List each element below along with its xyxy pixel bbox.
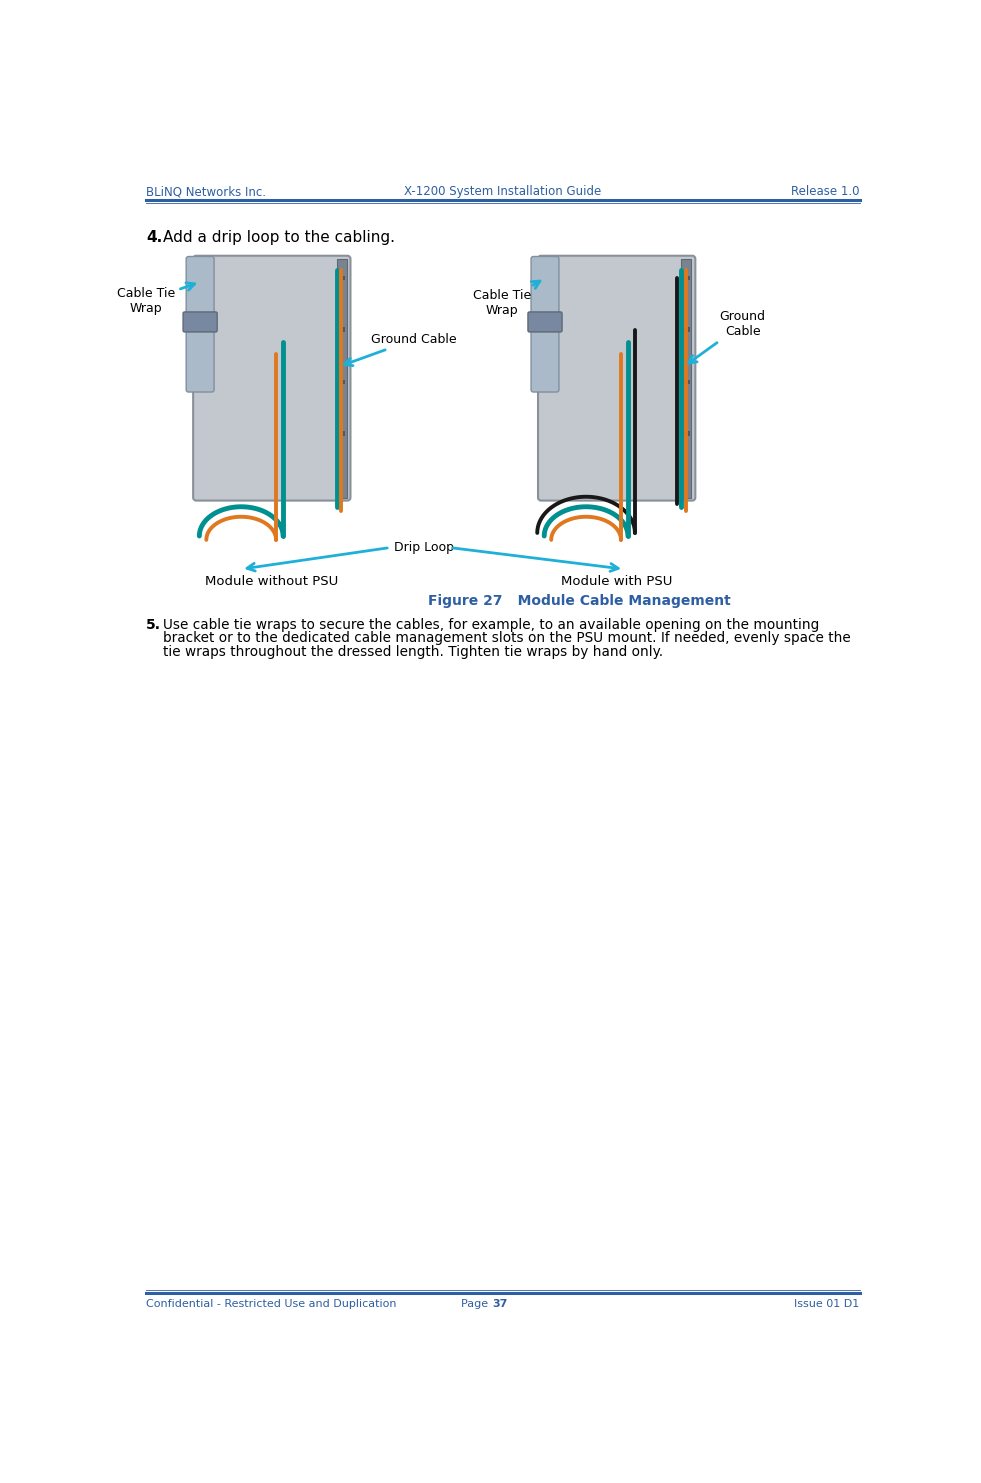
Text: bracket or to the dedicated cable management slots on the PSU mount. If needed, : bracket or to the dedicated cable manage… bbox=[163, 632, 851, 645]
Bar bbox=[683, 380, 690, 384]
Text: Add a drip loop to the cabling.: Add a drip loop to the cabling. bbox=[163, 230, 395, 245]
Text: 5.: 5. bbox=[146, 618, 161, 632]
Text: 37: 37 bbox=[491, 1299, 507, 1309]
Text: 4.: 4. bbox=[146, 230, 162, 245]
Bar bbox=[338, 276, 345, 280]
Text: Cable Tie
Wrap: Cable Tie Wrap bbox=[117, 283, 194, 316]
Bar bbox=[336, 260, 346, 497]
FancyBboxPatch shape bbox=[193, 255, 350, 501]
Text: Ground
Cable: Ground Cable bbox=[689, 310, 765, 363]
Text: Confidential - Restricted Use and Duplication: Confidential - Restricted Use and Duplic… bbox=[146, 1299, 396, 1309]
FancyBboxPatch shape bbox=[538, 255, 696, 501]
Bar bbox=[338, 380, 345, 384]
FancyBboxPatch shape bbox=[186, 257, 214, 392]
Bar bbox=[682, 260, 692, 497]
Text: X-1200 System Installation Guide: X-1200 System Installation Guide bbox=[404, 185, 601, 199]
FancyBboxPatch shape bbox=[531, 257, 559, 392]
Text: Use cable tie wraps to secure the cables, for example, to an available opening o: Use cable tie wraps to secure the cables… bbox=[163, 618, 819, 632]
Text: Module Cable Management: Module Cable Management bbox=[503, 593, 731, 608]
Text: Page: Page bbox=[461, 1299, 491, 1309]
Bar bbox=[683, 328, 690, 332]
Text: tie wraps throughout the dressed length. Tighten tie wraps by hand only.: tie wraps throughout the dressed length.… bbox=[163, 645, 663, 658]
Text: Ground Cable: Ground Cable bbox=[344, 334, 456, 366]
Bar bbox=[338, 432, 345, 436]
Text: Cable Tie
Wrap: Cable Tie Wrap bbox=[473, 282, 540, 317]
FancyBboxPatch shape bbox=[528, 311, 562, 332]
Bar bbox=[683, 432, 690, 436]
Text: Module with PSU: Module with PSU bbox=[561, 574, 672, 587]
FancyBboxPatch shape bbox=[183, 311, 217, 332]
Text: Issue 01 D1: Issue 01 D1 bbox=[795, 1299, 859, 1309]
Bar bbox=[683, 276, 690, 280]
Text: Figure 27: Figure 27 bbox=[429, 593, 503, 608]
Text: BLiNQ Networks Inc.: BLiNQ Networks Inc. bbox=[146, 185, 266, 199]
Text: Release 1.0: Release 1.0 bbox=[791, 185, 859, 199]
Text: Drip Loop: Drip Loop bbox=[394, 541, 454, 555]
Text: Module without PSU: Module without PSU bbox=[205, 574, 338, 587]
Bar bbox=[338, 328, 345, 332]
